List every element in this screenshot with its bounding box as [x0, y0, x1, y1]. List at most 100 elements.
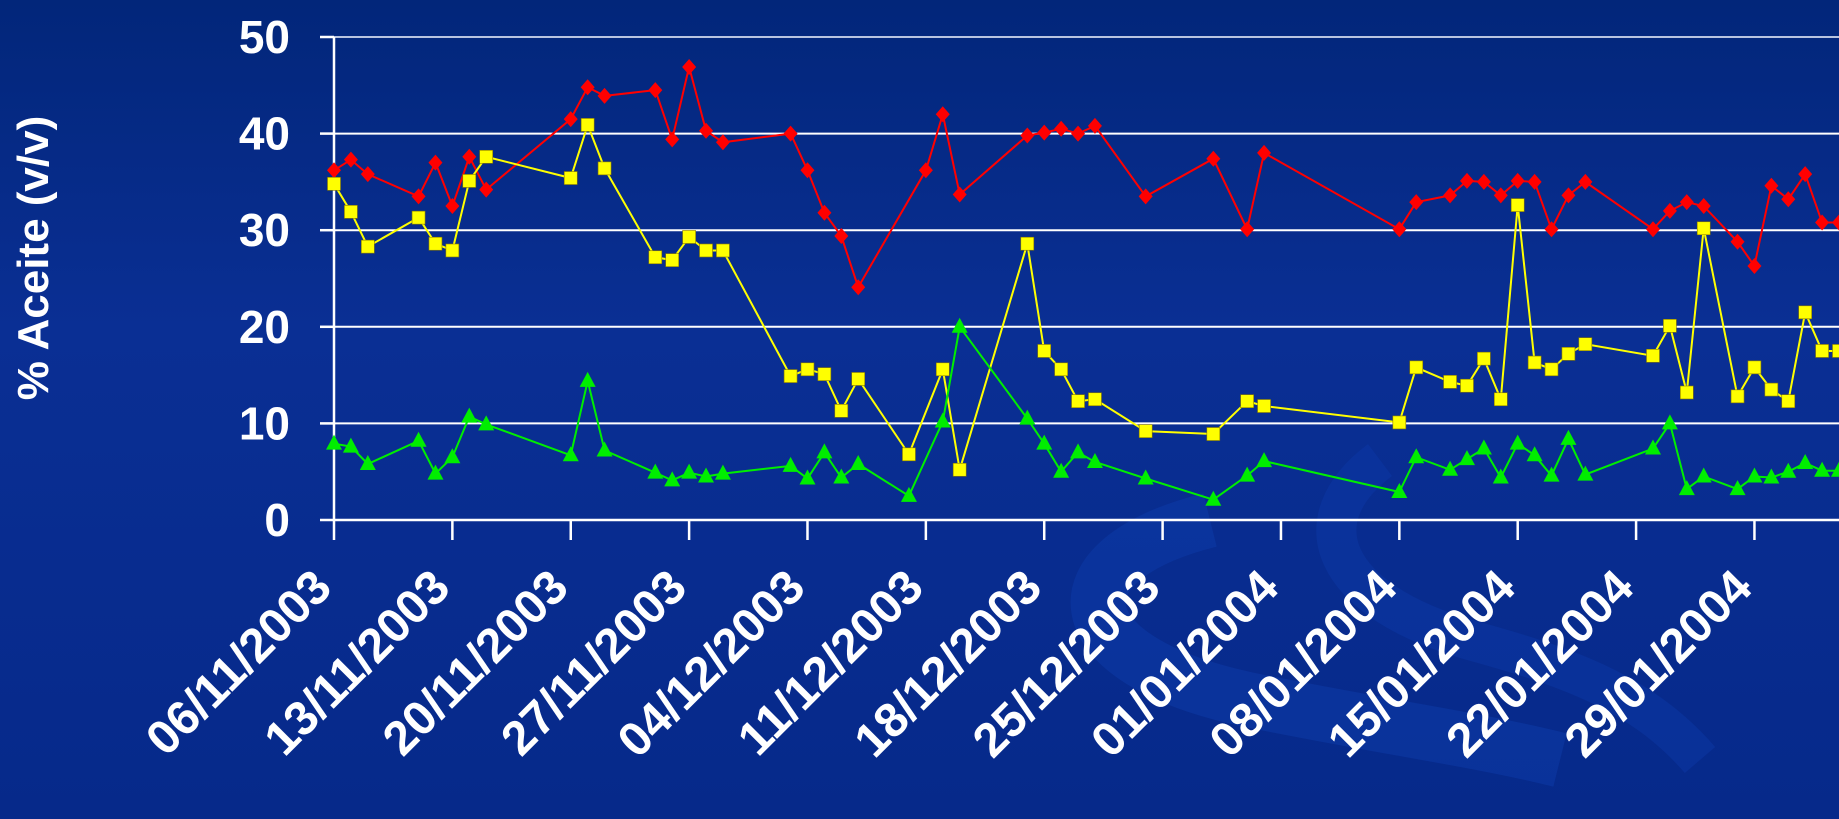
data-point — [580, 118, 595, 132]
data-point — [359, 454, 376, 470]
series-line — [333, 66, 1839, 290]
data-point — [800, 362, 815, 377]
data-point — [900, 486, 917, 502]
data-point — [1037, 124, 1052, 141]
data-point — [1086, 453, 1103, 469]
data-point — [1578, 337, 1593, 351]
data-point — [462, 174, 477, 188]
y-tick-label: 20 — [239, 301, 290, 353]
data-point — [682, 58, 697, 75]
data-point — [1088, 392, 1102, 407]
data-point — [479, 149, 493, 164]
data-point — [1543, 466, 1560, 482]
data-point — [411, 210, 426, 225]
data-point — [1206, 150, 1221, 167]
data-point — [1747, 257, 1762, 274]
data-point — [1477, 351, 1491, 366]
data-point — [580, 79, 595, 96]
data-point — [1781, 394, 1796, 408]
data-point — [1662, 202, 1677, 219]
data-point — [817, 367, 832, 381]
data-point — [834, 227, 849, 244]
data-point — [462, 148, 477, 165]
data-point — [1815, 214, 1830, 231]
series-1 — [327, 118, 1839, 477]
y-tick-labels: 0 10 20 30 40 50 — [239, 11, 290, 546]
data-point — [1696, 221, 1711, 236]
data-point — [715, 134, 730, 151]
data-point — [1493, 392, 1508, 407]
series-line — [333, 324, 1839, 501]
data-point — [1443, 375, 1457, 389]
y-tick-label: 50 — [239, 11, 290, 63]
data-point — [1729, 480, 1746, 496]
data-point — [1020, 127, 1035, 144]
data-point — [850, 454, 867, 470]
data-point — [951, 317, 968, 333]
data-point — [1644, 439, 1661, 455]
data-point — [681, 463, 698, 479]
data-point — [1544, 362, 1559, 377]
data-point — [326, 434, 342, 450]
data-point — [1661, 414, 1678, 430]
data-point — [1391, 482, 1408, 498]
data-point — [648, 250, 663, 265]
data-point — [1037, 344, 1052, 358]
data-point — [1070, 443, 1087, 459]
series-0 — [327, 58, 1839, 296]
data-point — [1053, 462, 1070, 478]
series-layer — [326, 58, 1839, 506]
data-point — [1054, 362, 1068, 377]
data-point — [1663, 319, 1677, 333]
data-point — [1257, 399, 1271, 413]
data-point — [716, 243, 730, 258]
data-point — [1205, 490, 1222, 506]
data-point — [1645, 221, 1660, 238]
data-point — [478, 415, 495, 431]
data-point — [1646, 348, 1660, 363]
data-point — [342, 437, 359, 453]
data-point — [1679, 194, 1694, 211]
data-point — [1409, 194, 1424, 211]
data-point — [799, 469, 816, 485]
data-point — [597, 87, 612, 104]
axes — [320, 35, 1839, 540]
data-point — [1443, 187, 1458, 204]
data-point — [952, 186, 967, 203]
watermark-swoosh — [1070, 493, 1567, 787]
data-point — [479, 181, 494, 198]
data-point — [1392, 415, 1407, 430]
data-point — [1510, 198, 1525, 212]
data-point — [427, 464, 444, 480]
data-point — [1814, 461, 1831, 477]
data-point — [1071, 125, 1086, 142]
data-point — [1509, 434, 1526, 450]
data-point — [327, 162, 341, 179]
data-point — [851, 372, 866, 386]
data-point — [428, 236, 443, 251]
data-point — [1544, 221, 1559, 238]
data-point — [648, 82, 663, 99]
data-point — [445, 198, 460, 215]
data-point — [562, 446, 579, 462]
data-point — [343, 151, 358, 168]
data-point — [783, 125, 798, 142]
data-point — [1695, 467, 1712, 483]
data-point — [816, 443, 833, 459]
data-point — [445, 243, 460, 258]
y-tick-label: 10 — [239, 397, 290, 449]
data-point — [1239, 466, 1256, 482]
data-point — [1763, 468, 1780, 484]
data-point — [1780, 462, 1797, 478]
data-point — [1409, 360, 1424, 375]
data-point — [782, 456, 799, 472]
data-point — [1036, 434, 1053, 450]
y-tick-label: 30 — [239, 204, 290, 256]
data-point — [1680, 385, 1694, 400]
data-point — [698, 467, 715, 483]
data-point — [563, 111, 578, 128]
data-point — [1578, 173, 1593, 190]
data-point — [361, 239, 375, 254]
data-point — [902, 447, 916, 462]
data-point — [1764, 382, 1779, 397]
